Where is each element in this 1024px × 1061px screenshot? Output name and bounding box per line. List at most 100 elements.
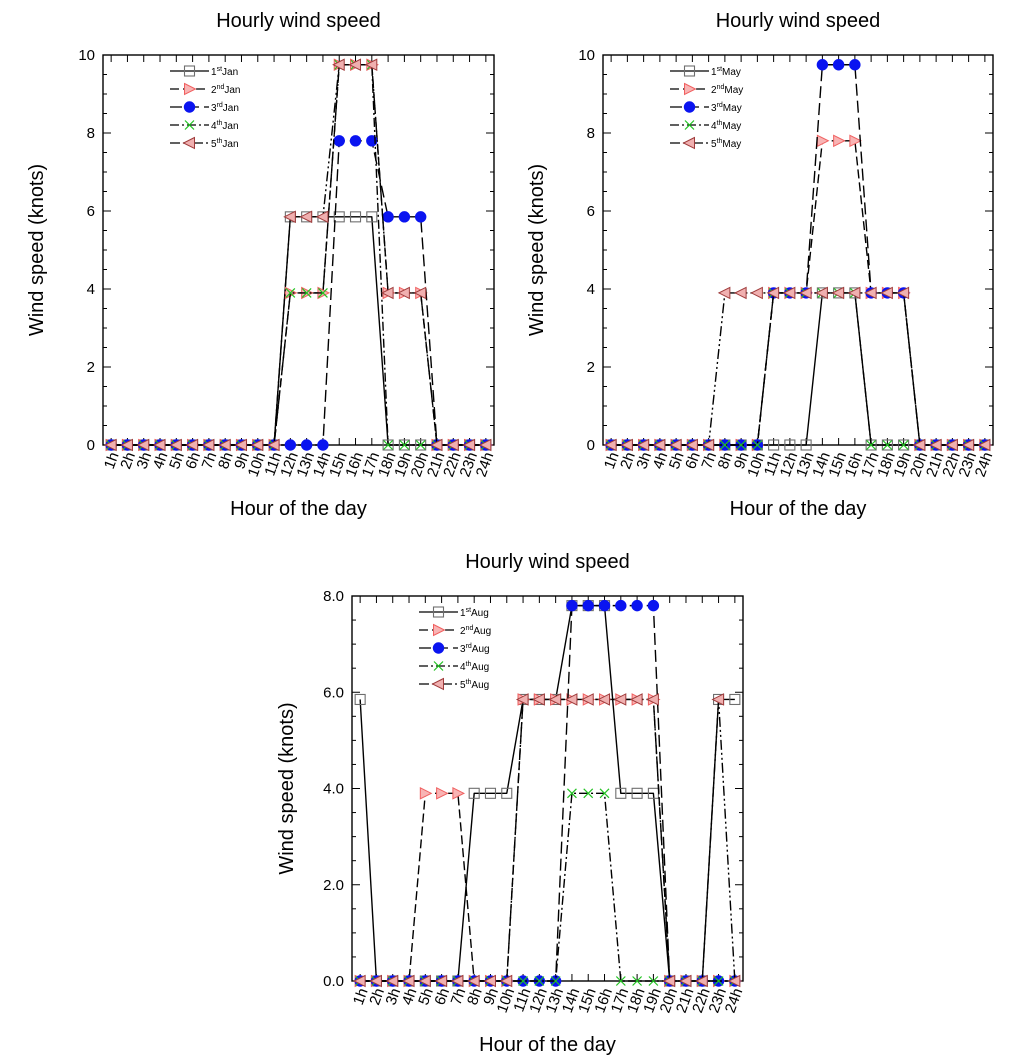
chart1-series-5th-jan-point bbox=[364, 58, 378, 72]
chart1-series-4th-jan-point-stroke-b bbox=[399, 440, 410, 450]
chart1-series-4th-jan-point bbox=[415, 440, 426, 450]
chart1-ytick-label: 0 bbox=[87, 437, 95, 454]
chart3-series-4th-aug-point-stroke-b bbox=[550, 976, 561, 986]
chart3-series-1st-aug bbox=[354, 600, 741, 987]
chart3-series-3rd-aug-point bbox=[615, 599, 627, 612]
chart3-legend-4th-aug-marker-stroke-b bbox=[433, 661, 444, 671]
chart3-series-5th-aug-point bbox=[369, 974, 382, 988]
chart3-series-4th-aug-point bbox=[550, 976, 561, 986]
chart2-series-1st-may bbox=[605, 287, 991, 451]
chart3-frame bbox=[351, 595, 744, 982]
chart3-ylabel: Wind speed (knots) bbox=[276, 702, 298, 874]
chart2-series-5th-may bbox=[604, 286, 991, 452]
chart3-series-5th-aug-point bbox=[711, 693, 725, 706]
chart3-series-4th-aug-point-stroke-b bbox=[632, 976, 643, 986]
chart3-series-5th-aug-point bbox=[401, 974, 415, 988]
chart2-xtick-label: 1h bbox=[601, 450, 623, 471]
chart3-series-5th-aug-point bbox=[548, 693, 562, 706]
chart3-series-5th-aug-point bbox=[646, 693, 659, 706]
chart3-series-5th-aug-point bbox=[483, 974, 496, 988]
chart1-series-3rd-jan-point bbox=[398, 211, 411, 223]
chart2-series-5th-may-point bbox=[880, 286, 893, 300]
chart3-series-4th-aug-point bbox=[567, 788, 577, 799]
chart1-series-5th-jan-point bbox=[380, 286, 394, 300]
chart2-series-4th-may-point bbox=[866, 440, 877, 450]
chart1-xtick-label: 5h bbox=[166, 450, 188, 471]
chart1-series-5th-jan-point bbox=[136, 438, 150, 452]
chart1-title: Hourly wind speed bbox=[216, 10, 381, 32]
chart1-series-4th-jan-point-stroke-b bbox=[318, 287, 328, 298]
chart3-legend-5th-aug: 5thAug bbox=[419, 677, 489, 691]
chart2-series-5th-may-point bbox=[701, 438, 715, 452]
chart3-series-1st-aug-point bbox=[501, 787, 513, 799]
chart1-legend-5th-jan-label: 5thJan bbox=[211, 138, 239, 150]
chart1-xtick-label: 9h bbox=[231, 450, 253, 471]
chart1-series-3rd-jan-point bbox=[414, 211, 427, 223]
chart3-series-4th-aug-point bbox=[615, 976, 626, 986]
chart2: Hourly wind speed 1h2h3h4h5h6h7h8h9h10h11… bbox=[526, 10, 996, 520]
chart3-series-4th-aug-point-stroke-b bbox=[567, 788, 577, 799]
chart3-title: Hourly wind speed bbox=[465, 551, 630, 573]
chart3-ytick-label: 8.0 bbox=[323, 588, 344, 605]
chart1-series-5th-jan-point bbox=[413, 286, 427, 300]
chart3-series-2nd-aug-line bbox=[360, 698, 735, 982]
chart3-series-1st-aug-point bbox=[354, 693, 366, 706]
chart3-series-3rd-aug-point bbox=[647, 599, 660, 612]
chart2-series-1st-may-point bbox=[800, 439, 812, 451]
chart3-series-4th-aug-point-stroke-b bbox=[615, 976, 626, 986]
chart1-series-5th-jan bbox=[104, 58, 492, 452]
chart2-ytick-label: 6 bbox=[587, 203, 595, 220]
chart3-series-3rd-aug bbox=[354, 599, 741, 987]
chart3-series-5th-aug-point bbox=[629, 693, 643, 706]
chart1-series-5th-jan-point bbox=[201, 438, 215, 452]
chart2-legend-5th-may-marker bbox=[682, 136, 695, 150]
chart3-series-2nd-aug-point bbox=[419, 787, 433, 800]
chart3: Hourly wind speed 1h2h3h4h5h6h7h8h9h10h11… bbox=[276, 551, 746, 1056]
chart1-series-5th-jan-point bbox=[299, 210, 313, 224]
chart3-legend-4th-aug-marker bbox=[433, 661, 444, 671]
chart3-legend-3rd-aug-marker bbox=[432, 642, 445, 654]
chart1-legend-3rd-jan-label: 3rdJan bbox=[211, 102, 239, 114]
chart3-series-2nd-aug-point bbox=[452, 787, 466, 800]
chart3-ytick-label: 4.0 bbox=[323, 781, 344, 798]
chart1-ytick-label: 2 bbox=[87, 359, 95, 376]
chart3-series-2nd-aug-point bbox=[436, 787, 449, 800]
chart2-xtick-label: 9h bbox=[731, 450, 753, 471]
chart2-xlabel: Hour of the day bbox=[730, 498, 867, 520]
chart2-series-4th-may-point-stroke-b bbox=[719, 440, 730, 450]
chart2-series-5th-may-point bbox=[815, 286, 828, 300]
chart2-xtick-label: 6h bbox=[682, 450, 704, 471]
chart3-legend-4th-aug: 4thAug bbox=[419, 661, 489, 673]
chart2-legend-4th-may: 4thMay bbox=[670, 120, 741, 132]
chart2-series-5th-may-point bbox=[799, 286, 812, 300]
chart1-series-5th-jan-point bbox=[185, 438, 199, 452]
chart3-series-4th-aug-point-stroke-b bbox=[518, 976, 528, 986]
chart2-series-5th-may-point bbox=[620, 438, 633, 452]
chart3-ytick-label: 6.0 bbox=[323, 684, 344, 701]
chart1-series-3rd-jan-point bbox=[382, 211, 394, 223]
chart2-ylabel: Wind speed (knots) bbox=[526, 164, 548, 336]
chart2-series-5th-may-point bbox=[636, 438, 650, 452]
chart1-series-3rd-jan-point bbox=[284, 439, 297, 451]
chart1-legend-5th-jan: 5thJan bbox=[170, 136, 239, 150]
chart1-series-3rd-jan-point bbox=[300, 439, 313, 451]
chart3-legend-5th-aug-label: 5thAug bbox=[460, 679, 489, 691]
chart2-series-3rd-may-line bbox=[611, 64, 985, 446]
chart3-legend-2nd-aug: 2ndAug bbox=[419, 623, 491, 637]
chart3-series-3rd-aug-point bbox=[582, 599, 594, 612]
chart1-series-2nd-jan bbox=[105, 58, 493, 452]
chart1-legend-2nd-jan-label: 2ndJan bbox=[211, 84, 240, 96]
chart1-series-5th-jan-point bbox=[234, 438, 247, 452]
chart3-series-4th-aug-point-stroke-b bbox=[583, 788, 594, 799]
chart1-legend-2nd-jan-marker bbox=[184, 82, 197, 96]
chart2-series-4th-may-line bbox=[611, 292, 985, 446]
chart3-series-5th-aug-point bbox=[532, 693, 545, 706]
chart2-series-2nd-may-point bbox=[816, 134, 830, 148]
chart1-legend: 1stJan 2ndJan 3rdJan 4thJan 5thJan bbox=[170, 65, 240, 150]
chart2-x-ticks: 1h2h3h4h5h6h7h8h9h10h11h12h13h14h15h16h1… bbox=[601, 55, 996, 479]
chart2-series-5th-may-point bbox=[896, 286, 910, 300]
chart2-series-3rd-may bbox=[605, 59, 991, 451]
chart3-series-3rd-aug-point bbox=[566, 599, 578, 612]
chart1-x-ticks: 1h2h3h4h5h6h7h8h9h10h11h12h13h14h15h16h1… bbox=[101, 55, 497, 479]
chart2-xtick-label: 5h bbox=[666, 450, 688, 471]
